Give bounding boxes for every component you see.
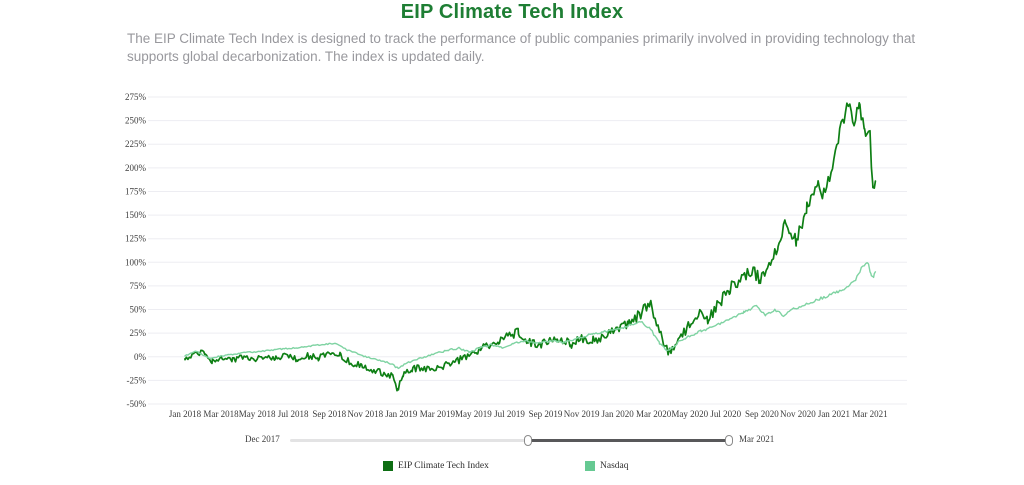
x-axis-tick-label: Nov 2018 [347, 409, 383, 419]
y-axis-tick-label: 150% [125, 210, 147, 220]
x-axis-tick-label: Sep 2019 [529, 409, 563, 419]
range-slider-selected-range[interactable] [528, 439, 731, 442]
y-axis-tick-label: 125% [125, 234, 147, 244]
range-slider-left-handle[interactable] [524, 435, 533, 446]
x-axis-tick-label: Nov 2020 [780, 409, 816, 419]
x-axis-tick-label: Jan 2019 [385, 409, 418, 419]
x-axis-tick-label: Jul 2020 [710, 409, 741, 419]
y-axis-tick-label: 100% [125, 257, 147, 267]
y-axis-tick-label: 25% [130, 328, 147, 338]
series-line-eip [184, 102, 877, 392]
y-axis-tick-label: 225% [125, 139, 147, 149]
x-axis-tick-label: Mar 2020 [636, 409, 672, 419]
x-axis-tick-label: Nov 2019 [564, 409, 600, 419]
range-slider-right-handle[interactable] [725, 435, 733, 446]
legend-label-nasdaq: Nasdaq [600, 461, 629, 471]
x-axis-tick-label: Mar 2021 [852, 409, 887, 419]
range-slider-track[interactable] [290, 435, 733, 446]
x-axis-tick-label: May 2019 [455, 409, 492, 419]
x-axis-tick-label: May 2018 [239, 409, 276, 419]
x-axis-tick-label: Sep 2020 [745, 409, 779, 419]
y-axis-tick-label: 175% [125, 186, 147, 196]
y-axis-tick-label: 75% [130, 281, 147, 291]
eip-legend-swatch-icon [383, 461, 393, 471]
x-axis-tick-label: Jul 2019 [494, 409, 525, 419]
y-axis-tick-label: 50% [130, 305, 147, 315]
x-axis-tick-label: Jan 2020 [602, 409, 635, 419]
nasdaq-legend-swatch-icon [585, 461, 595, 471]
x-axis-tick-label: Mar 2019 [420, 409, 456, 419]
series-line-nasdaq [184, 262, 877, 370]
y-axis-tick-label: 200% [125, 163, 147, 173]
range-slider-start-label: Dec 2017 [245, 434, 280, 444]
range-slider-end-label: Mar 2021 [739, 434, 775, 444]
x-axis-tick-label: Sep 2018 [312, 409, 346, 419]
legend-item-nasdaq[interactable]: Nasdaq [585, 461, 629, 471]
x-axis-tick-label: Jan 2021 [818, 409, 850, 419]
x-axis-tick-label: May 2020 [671, 409, 708, 419]
y-axis-tick-label: 250% [125, 116, 147, 126]
y-axis-tick-label: -50% [127, 399, 147, 409]
page-title: EIP Climate Tech Index [400, 1, 624, 23]
y-axis-tick-label: 275% [125, 92, 147, 102]
y-axis-tick-label: 0% [134, 352, 147, 362]
x-axis-tick-label: Mar 2018 [203, 409, 239, 419]
x-axis-tick-label: Jan 2018 [169, 409, 202, 419]
x-axis-tick-label: Jul 2018 [278, 409, 309, 419]
y-axis-tick-label: -25% [127, 375, 147, 385]
page-description: The EIP Climate Tech Index is designed t… [127, 31, 916, 64]
chart-legend: EIP Climate Tech Index Nasdaq [0, 461, 1024, 477]
legend-item-eip[interactable]: EIP Climate Tech Index [383, 461, 489, 471]
legend-label-eip: EIP Climate Tech Index [398, 461, 489, 471]
